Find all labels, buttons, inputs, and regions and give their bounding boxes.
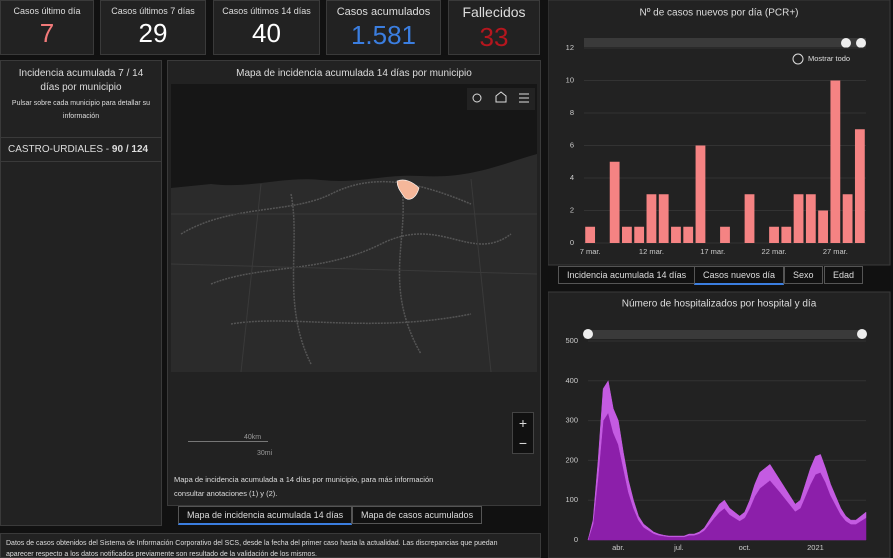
chart-tab[interactable]: Casos nuevos día xyxy=(694,266,785,285)
slider-handle[interactable] xyxy=(583,329,593,339)
bar xyxy=(671,226,681,243)
y-tick-label: 8 xyxy=(570,108,574,117)
y-tick-label: 200 xyxy=(565,455,578,464)
bar xyxy=(609,161,620,243)
kpi-tile: Fallecidos 33 xyxy=(448,0,540,55)
bar xyxy=(695,145,706,243)
slider-handle[interactable] xyxy=(857,329,867,339)
map-toolbar xyxy=(467,88,535,110)
map-title: Mapa de incidencia acumulada 14 días por… xyxy=(236,68,472,79)
chart-title: Número de hospitalizados por hospital y … xyxy=(622,299,817,310)
kpi-tile: Casos acumulados 1.581 xyxy=(326,0,441,55)
kpi-tile: Casos último día 7 xyxy=(0,0,94,55)
x-tick-label: 2021 xyxy=(807,543,824,552)
scale-km: 40km xyxy=(244,434,262,441)
x-tick-label: 17 mar. xyxy=(700,247,725,256)
zoom-buttons[interactable]: + − xyxy=(512,412,534,454)
kpi-label: Fallecidos xyxy=(462,4,526,20)
y-tick-label: 300 xyxy=(565,416,578,425)
x-tick-label: oct. xyxy=(739,543,751,552)
kpi-value: 1.581 xyxy=(350,20,417,50)
bar xyxy=(683,226,694,243)
reset-zoom[interactable]: Mostrar todo xyxy=(808,54,850,63)
map-highlight[interactable] xyxy=(396,179,420,200)
range-slider[interactable] xyxy=(584,38,866,47)
y-tick-label: 6 xyxy=(570,140,574,149)
bar xyxy=(805,194,816,243)
bar xyxy=(781,226,792,243)
y-tick-label: 10 xyxy=(566,75,574,84)
chart-tab[interactable]: Edad xyxy=(824,266,864,284)
x-tick-label: 27 mar. xyxy=(823,247,848,256)
map-sea xyxy=(171,84,537,188)
bar xyxy=(793,194,804,243)
y-tick-label: 0 xyxy=(570,238,574,247)
bar xyxy=(769,226,779,243)
x-tick-label: 12 mar. xyxy=(639,247,664,256)
x-tick-label: abr. xyxy=(612,543,625,552)
selection-name: CASTRO-URDIALES xyxy=(8,144,104,155)
bar xyxy=(854,129,865,243)
kpi-value: 33 xyxy=(479,22,509,52)
map-panel: Mapa de incidencia acumulada 14 días por… xyxy=(167,60,541,506)
zoom-icon[interactable] xyxy=(792,53,804,65)
y-tick-label: 2 xyxy=(570,205,574,214)
panel-hint: Pulsar sobre cada municipio para detalla… xyxy=(11,100,151,120)
bar xyxy=(830,80,841,243)
home-icon[interactable] xyxy=(495,91,507,103)
search-icon[interactable] xyxy=(472,93,482,103)
x-tick-label: 22 mar. xyxy=(762,247,787,256)
kpi-tile: Casos últimos 14 días 40 xyxy=(213,0,320,55)
kpi-tile: Casos últimos 7 días 29 xyxy=(100,0,206,55)
chart-tab[interactable]: Incidencia acumulada 14 días xyxy=(558,266,696,284)
selection-separator: - xyxy=(105,144,110,155)
municipality-panel: Incidencia acumulada 7 / 14 días por mun… xyxy=(0,60,162,526)
footer-note: Datos de casos obtenidos del Sistema de … xyxy=(0,533,541,558)
bar xyxy=(585,226,596,243)
list-icon[interactable] xyxy=(519,93,529,103)
y-tick-label: 100 xyxy=(565,495,578,504)
bar xyxy=(818,210,828,243)
map-borders xyxy=(171,178,537,372)
map-tab[interactable]: Mapa de incidencia acumulada 14 días xyxy=(178,506,353,525)
kpi-label: Casos últimos 7 días xyxy=(111,6,195,16)
area xyxy=(587,380,867,541)
y-tick-label: 4 xyxy=(570,173,574,182)
kpi-label: Casos acumulados xyxy=(336,6,431,18)
bar xyxy=(646,194,657,243)
kpi-label: Casos último día xyxy=(13,6,81,16)
kpi-value: 7 xyxy=(39,18,55,48)
kpi-label: Casos últimos 14 días xyxy=(222,6,311,16)
bar xyxy=(658,194,669,243)
bar xyxy=(720,226,730,243)
charts: Mostrar todo Nº de casos nuevos por día … xyxy=(548,0,891,558)
scale-mi: 30mi xyxy=(257,450,273,457)
y-tick-label: 400 xyxy=(565,376,578,385)
range-slider[interactable] xyxy=(584,330,866,339)
chart-tab[interactable]: Sexo xyxy=(784,266,823,284)
scale-bar xyxy=(188,441,268,442)
kpi-value: 40 xyxy=(252,18,281,48)
chart-title: Nº de casos nuevos por día (PCR+) xyxy=(639,8,798,19)
slider-handle[interactable] xyxy=(841,38,851,48)
slider-handle[interactable] xyxy=(856,38,866,48)
bar xyxy=(744,194,755,243)
bar xyxy=(622,226,632,243)
map-tab[interactable]: Mapa de casos acumulados xyxy=(352,506,483,524)
y-tick-label: 12 xyxy=(566,43,574,52)
map[interactable] xyxy=(171,84,537,372)
selection[interactable]: CASTRO-URDIALES - 90 / 124 xyxy=(1,137,161,162)
map-roads xyxy=(180,180,512,365)
y-tick-label: 500 xyxy=(565,336,578,345)
bar xyxy=(634,226,645,243)
x-tick-label: 7 mar. xyxy=(580,247,601,256)
x-tick-label: jul. xyxy=(673,543,684,552)
map-caption: Mapa de incidencia acumulada a 14 días p… xyxy=(174,475,434,498)
bar xyxy=(842,194,853,243)
panel-title: Incidencia acumulada 7 / 14 días por mun… xyxy=(18,68,144,93)
selection-value: 90 / 124 xyxy=(111,144,149,155)
y-tick-label: 0 xyxy=(574,535,578,544)
kpi-value: 29 xyxy=(138,18,168,48)
